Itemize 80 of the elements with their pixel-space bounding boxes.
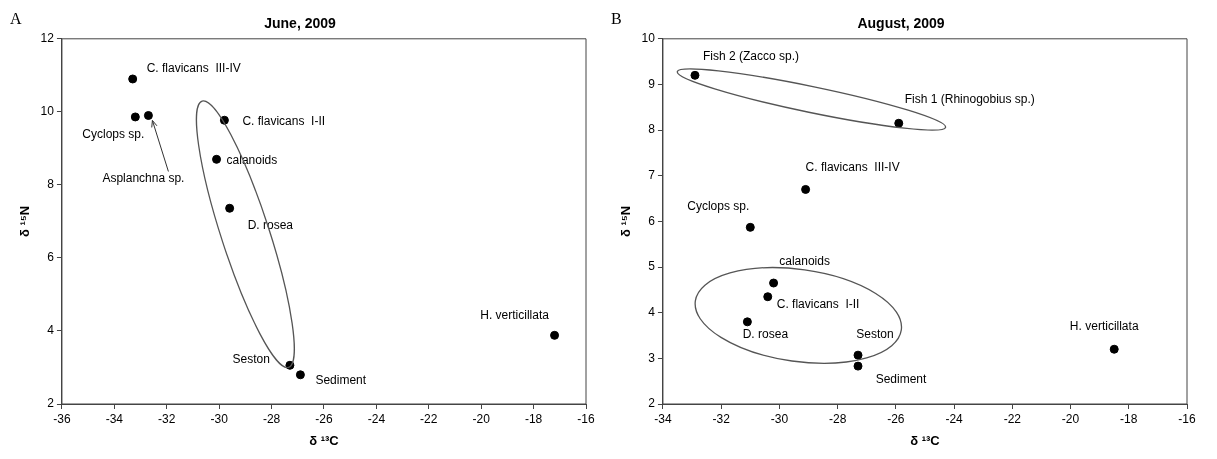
annotation: H. verticillata	[480, 307, 550, 322]
point	[225, 203, 235, 213]
x-tick-label: -20	[472, 411, 491, 426]
annotation: D. rosea	[247, 217, 294, 232]
annotation: C. flavicans III-IV	[146, 61, 241, 76]
x-tick-label: -30	[210, 411, 229, 426]
x-tick-label: -34	[654, 411, 672, 426]
y-tick-label: 8	[47, 177, 55, 192]
x-tick-label: -32	[712, 411, 731, 426]
y-tick-label: 10	[40, 104, 55, 119]
annotation: Cyclops sp.	[82, 127, 145, 142]
annotation: H. verticillata	[1069, 318, 1139, 333]
x-tick-label: -22	[1003, 411, 1022, 426]
point	[894, 118, 904, 128]
annotation: Asplanchna sp.	[102, 170, 185, 185]
x-tick-label: -20	[1061, 411, 1080, 426]
annotation: Cyclops sp.	[687, 198, 750, 213]
point	[853, 361, 863, 371]
point	[295, 370, 305, 380]
point	[742, 317, 752, 327]
point	[690, 70, 700, 80]
point	[763, 292, 773, 302]
y-tick-label: 6	[47, 250, 55, 265]
point	[128, 74, 138, 84]
y-tick-label: 4	[47, 323, 55, 338]
annotation: Sediment	[875, 372, 928, 387]
x-tick-label: -30	[770, 411, 789, 426]
annotation: Sediment	[315, 373, 367, 388]
x-axis-title: δ ¹³C	[309, 432, 340, 448]
x-tick-label: -16	[1178, 411, 1196, 426]
annotation: C. flavicans III-IV	[805, 159, 900, 174]
x-tick-label: -18	[1120, 411, 1138, 426]
annotation: Fish 1 (Rhinogobius sp.)	[904, 91, 1035, 106]
x-tick-label: -26	[887, 411, 905, 426]
text: B	[611, 10, 622, 28]
point	[130, 112, 140, 122]
x-tick-label: -28	[828, 411, 847, 426]
x-tick-label: -24	[367, 411, 386, 426]
x-tick-label: -32	[158, 411, 176, 426]
annotation: calanoids	[779, 254, 830, 269]
y-axis-title: δ ¹⁵N	[618, 205, 634, 238]
x-tick-label: -22	[420, 411, 438, 426]
y-tick-label: 8	[648, 122, 656, 137]
x-tick-label: -18	[524, 411, 543, 426]
y-tick-label: 10	[641, 31, 656, 46]
chart-title: June, 2009	[264, 15, 337, 32]
y-axis-title: δ ¹⁵N	[17, 205, 33, 238]
annotation: C. flavicans I-II	[776, 297, 860, 312]
x-axis-title: δ ¹³C	[910, 432, 941, 448]
y-tick-label: 2	[648, 396, 656, 411]
point	[550, 330, 560, 340]
point	[853, 350, 863, 360]
annotation: D. rosea	[742, 327, 789, 342]
x-tick-label: -16	[577, 411, 595, 426]
y-tick-label: 9	[648, 76, 656, 91]
point	[212, 154, 222, 164]
annotation: C. flavicans I-II	[242, 113, 326, 128]
annotation: Seston	[856, 327, 894, 342]
x-tick-label: -26	[315, 411, 333, 426]
point	[745, 222, 755, 232]
y-tick-label: 3	[648, 350, 656, 365]
x-tick-label: -24	[945, 411, 964, 426]
point	[769, 278, 779, 288]
point	[801, 184, 811, 194]
point	[1109, 344, 1119, 354]
annotation: Seston	[232, 351, 270, 366]
annotation: Fish 2 (Zacco sp.)	[702, 48, 799, 63]
y-tick-label: 4	[648, 305, 656, 320]
y-tick-label: 12	[40, 31, 55, 46]
x-tick-label: -28	[262, 411, 281, 426]
y-tick-label: 7	[648, 168, 656, 183]
text: A	[10, 10, 22, 28]
chart-title: August, 2009	[857, 15, 945, 32]
y-tick-label: 6	[648, 213, 656, 228]
x-tick-label: -36	[53, 411, 71, 426]
y-tick-label: 2	[47, 396, 55, 411]
annotation: calanoids	[226, 152, 278, 167]
point	[143, 110, 153, 120]
y-tick-label: 5	[648, 259, 656, 274]
x-tick-label: -34	[105, 411, 124, 426]
